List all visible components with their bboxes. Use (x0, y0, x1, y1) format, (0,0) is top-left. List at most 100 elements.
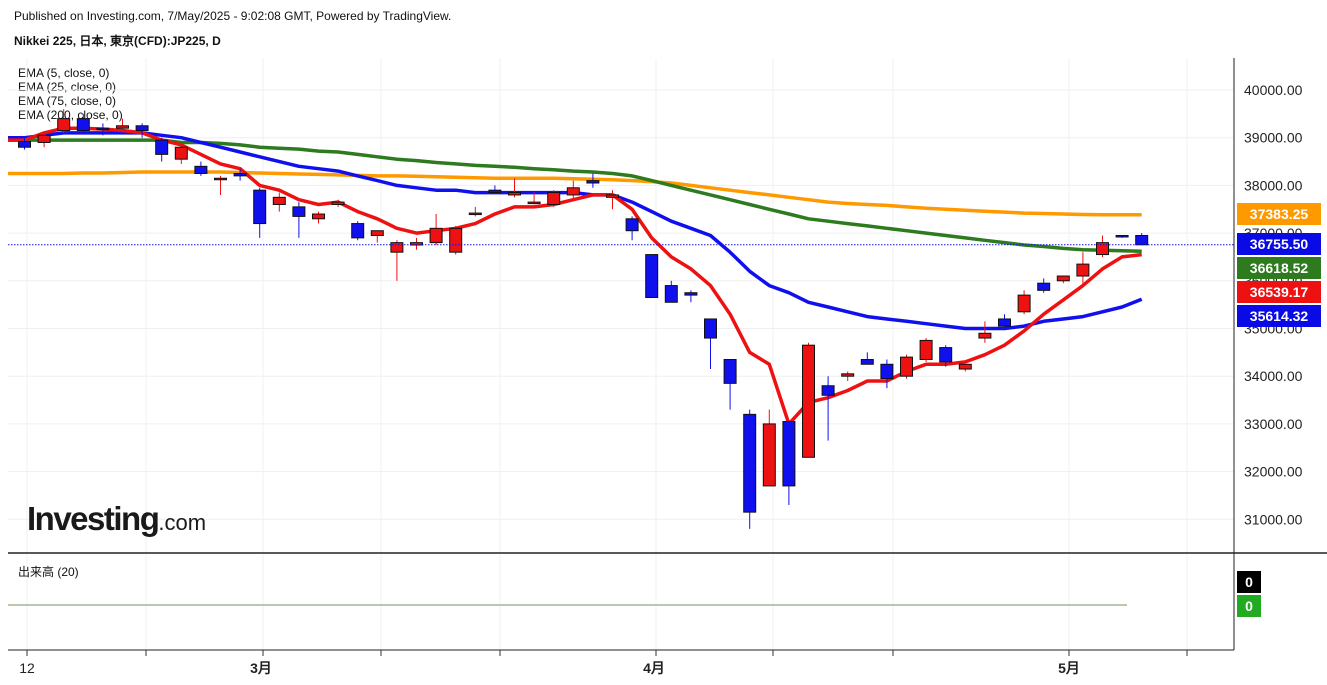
ema75-label: EMA (75, close, 0) (18, 94, 117, 108)
x-tick-label: 5月 (1058, 660, 1080, 676)
volume-label-text: 0 (1245, 574, 1253, 590)
price-label: 36539.17 (1237, 281, 1321, 303)
candle-body (782, 421, 796, 487)
candle-body (214, 177, 227, 181)
volume-label-text: 0 (1245, 598, 1253, 614)
candle-body (233, 172, 247, 177)
candle-body (76, 118, 90, 132)
price-label-bg (1237, 257, 1321, 279)
candle (645, 254, 659, 298)
ema200-label: EMA (200, close, 0) (18, 108, 123, 122)
candle (331, 199, 345, 207)
candle (429, 214, 443, 246)
candle (1037, 278, 1051, 293)
price-label-text: 36755.50 (1250, 236, 1309, 252)
candle-body (449, 227, 463, 253)
candle (57, 109, 71, 133)
candle (998, 314, 1011, 329)
candle-body (606, 194, 619, 198)
candle-body (664, 285, 678, 303)
price-label-text: 37383.25 (1250, 206, 1309, 222)
candle (723, 359, 737, 410)
candle (312, 211, 325, 224)
candle-body (1096, 242, 1109, 256)
y-tick-label: 34000.00 (1244, 368, 1303, 384)
candle-body (155, 139, 169, 155)
x-tick-label: 4月 (643, 660, 665, 676)
candle (1017, 290, 1031, 315)
candle (566, 180, 580, 200)
candle (1076, 252, 1090, 286)
candle-body (194, 165, 208, 174)
candle (919, 338, 933, 362)
candle-body (390, 242, 404, 253)
candle (527, 192, 541, 205)
candle-body (586, 180, 600, 184)
candle-body (743, 413, 757, 513)
candle (96, 123, 110, 136)
candle (841, 371, 855, 381)
candle-body (978, 332, 992, 339)
candle (1096, 235, 1109, 257)
candle (900, 354, 913, 379)
x-tick-label: 3月 (250, 660, 272, 676)
volume-label: 出来高 (20) (18, 565, 79, 579)
candles (18, 109, 1149, 529)
candle (684, 290, 698, 303)
candle-body (1056, 275, 1070, 282)
candle (606, 190, 619, 210)
candle (135, 123, 149, 138)
candle (370, 230, 384, 243)
candle-body (292, 206, 306, 217)
candle-body (312, 213, 325, 220)
candle-body (468, 212, 482, 216)
candle-body (18, 141, 31, 148)
candle (586, 173, 600, 188)
y-tick-label: 33000.00 (1244, 416, 1303, 432)
candle (958, 363, 972, 372)
candle-body (1076, 263, 1090, 277)
candle-body (272, 196, 286, 205)
candle (155, 137, 169, 162)
candle-body (429, 227, 443, 244)
candle-body (174, 146, 188, 160)
candle (488, 185, 502, 194)
candle (174, 142, 188, 164)
candle (351, 221, 365, 241)
y-tick-label: 39000.00 (1244, 130, 1303, 146)
y-tick-label: 40000.00 (1244, 82, 1303, 98)
candle (664, 280, 678, 303)
candle (37, 132, 51, 148)
candle-body (704, 318, 717, 339)
volume-value-label: 0 (1237, 571, 1261, 593)
symbol-title: Nikkei 225, 日本, 東京(CFD):JP225, D (14, 34, 221, 48)
candle-body (116, 125, 129, 129)
candle-body (253, 189, 267, 225)
candle-body (998, 318, 1011, 327)
candle (253, 187, 267, 238)
price-label-text: 36539.17 (1250, 284, 1309, 300)
y-tick-label: 38000.00 (1244, 177, 1303, 193)
candle (18, 137, 31, 150)
candle (194, 161, 208, 176)
candle-body (370, 230, 384, 236)
volume-label-bg (1237, 571, 1261, 593)
candle-body (723, 359, 737, 384)
candle-body (802, 344, 815, 458)
candle-body (841, 373, 855, 377)
candle (939, 345, 953, 367)
candle-body (57, 118, 71, 132)
candle-body (547, 192, 561, 205)
candle (782, 421, 796, 505)
candle (978, 321, 992, 343)
candle-body (1115, 234, 1129, 238)
candle (292, 202, 306, 238)
candle (802, 342, 815, 458)
candle (272, 192, 286, 212)
ema25-series (8, 131, 1143, 331)
price-label-bg (1237, 305, 1321, 327)
candle (214, 175, 227, 195)
volume-value-label: 0 (1237, 595, 1261, 617)
candle-body (566, 187, 580, 196)
